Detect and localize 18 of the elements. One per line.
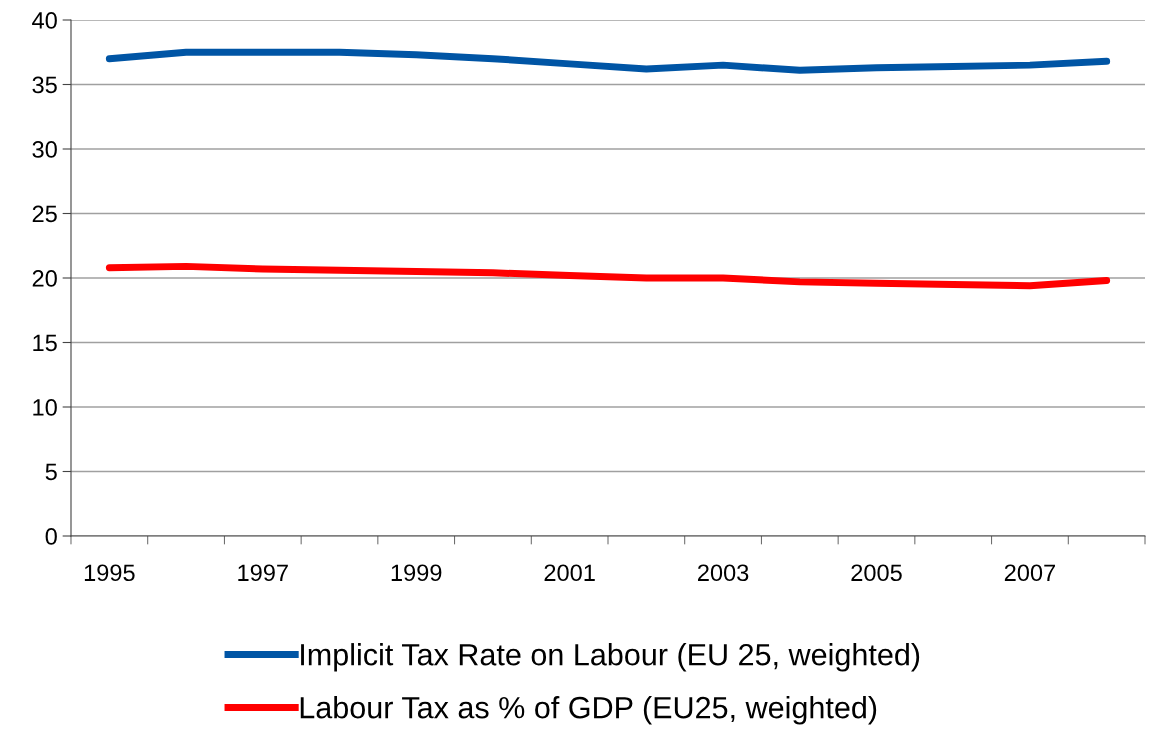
y-tick-label: 30	[32, 141, 57, 158]
x-tick-label: 2005	[851, 564, 902, 582]
y-tick-label: 5	[45, 463, 57, 481]
y-tick-label: 15	[33, 334, 57, 352]
y-tick-label: 0	[45, 528, 57, 545]
y-tick-label: 25	[32, 205, 57, 223]
y-tick-label: 10	[33, 399, 57, 416]
x-tick-label: 1997	[238, 564, 288, 582]
x-tick-label: 2001	[544, 564, 595, 582]
y-tick-label: 35	[32, 76, 57, 94]
y-tick-label: 40	[32, 12, 57, 29]
x-tick-label: 1995	[84, 564, 135, 582]
legend-label: Labour Tax as % of GDP (EU25, weighted)	[300, 696, 877, 725]
x-tick-label: 1999	[391, 564, 442, 582]
x-tick-label: 2003	[698, 564, 749, 582]
y-tick-label: 20	[32, 270, 57, 287]
x-tick-label: 2007	[1004, 564, 1056, 582]
legend-label: Implicit Tax Rate on Labour (EU 25, weighted)	[301, 643, 920, 672]
